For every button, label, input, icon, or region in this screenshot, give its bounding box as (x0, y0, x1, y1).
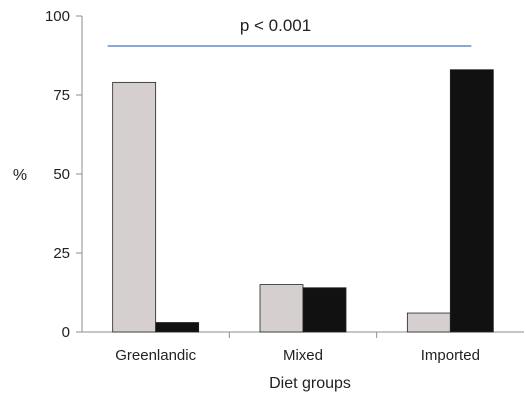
bar-greenlandic-series-1 (112, 81, 157, 333)
y-axis-title: % (13, 167, 27, 184)
bar-mixed-series-1 (259, 284, 304, 333)
x-tick-label-imported: Imported (421, 347, 480, 364)
y-tick-label: 75 (53, 87, 70, 104)
x-tick-label-mixed: Mixed (283, 347, 323, 364)
y-tick-label: 100 (45, 8, 70, 25)
bar-mixed-series-2 (302, 287, 347, 333)
x-axis-title: Diet groups (269, 375, 351, 392)
y-tick-label: 0 (62, 324, 70, 341)
labels: % Diet groups p < 0.001 0 25 50 75 100 Greenl… (13, 8, 480, 392)
significance-label: p < 0.001 (240, 16, 311, 35)
bar-imported-series-1 (406, 312, 451, 333)
y-tick-label: 50 (53, 166, 70, 183)
bars (112, 69, 494, 333)
x-tick-label-greenlandic: Greenlandic (115, 347, 196, 364)
y-tick-label: 25 (53, 245, 70, 262)
bar-greenlandic-series-2 (155, 322, 200, 333)
bar-imported-series-2 (449, 69, 494, 333)
